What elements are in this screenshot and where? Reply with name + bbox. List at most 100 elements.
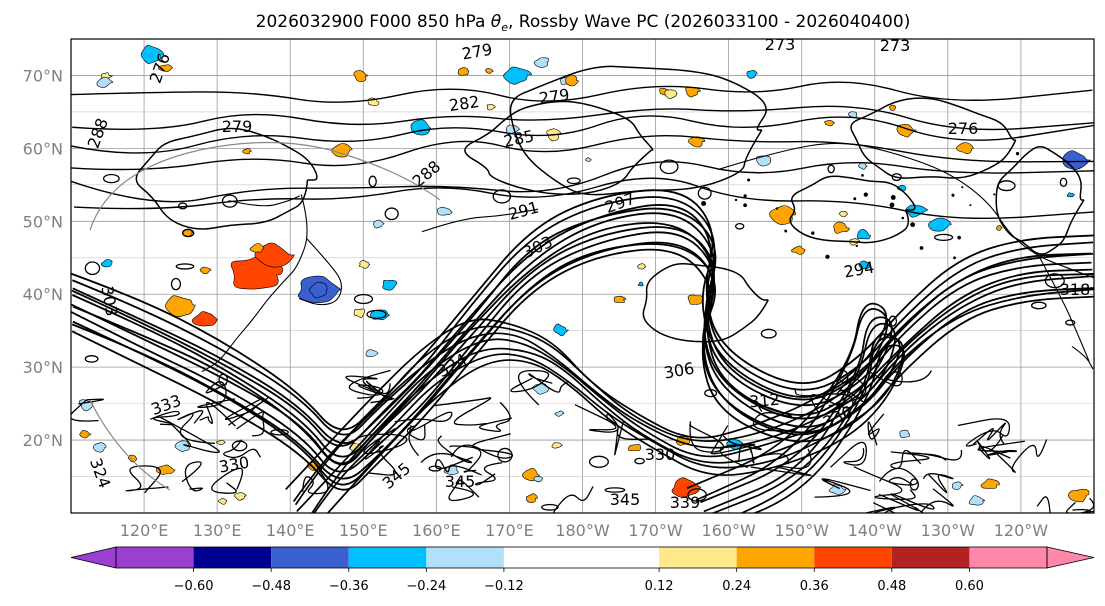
contour-line <box>642 263 769 343</box>
island <box>734 198 738 202</box>
pc-shade-patch <box>838 210 849 218</box>
contour-cell <box>368 175 377 188</box>
island <box>747 178 751 182</box>
contour-label: 345 <box>610 490 641 509</box>
colorbar-tick-label: 0.24 <box>722 579 751 594</box>
colorbar-tick-label: −0.60 <box>174 579 214 594</box>
coastline <box>228 195 301 207</box>
pc-shade-patch <box>525 493 538 503</box>
pc-shade-patch <box>533 476 544 483</box>
island <box>919 246 924 250</box>
island <box>969 204 972 207</box>
contour-cell <box>704 389 718 398</box>
pc-shade-patch <box>664 89 678 99</box>
contour-line <box>71 226 1094 465</box>
pc-shade-patch <box>353 70 369 82</box>
latitude-label: 20°N <box>23 431 63 450</box>
pc-shade-patch <box>382 279 398 291</box>
pc-shade-patch <box>79 430 92 439</box>
colorbar <box>70 546 1095 569</box>
colorbar-bin <box>969 547 1047 568</box>
colorbar-frame <box>115 546 1048 569</box>
contour-cell <box>170 277 182 291</box>
contour-line <box>904 449 963 461</box>
contour-cell <box>891 173 902 182</box>
longitude-label: 150°E <box>339 521 388 540</box>
contour-cell <box>1065 319 1076 326</box>
island <box>910 222 916 228</box>
contour-line <box>995 146 1085 255</box>
contour-line <box>225 397 269 426</box>
pc-shade-patch <box>533 57 550 68</box>
coastline <box>421 208 539 233</box>
pc-shade-patch <box>627 444 642 451</box>
pc-shade-patch <box>191 311 218 327</box>
pc-shade-patch <box>928 217 952 232</box>
island <box>863 192 868 197</box>
contour-line <box>365 380 394 404</box>
contour-line <box>464 100 654 195</box>
pc-shade-patch <box>905 204 929 218</box>
island <box>701 201 707 206</box>
contour-line <box>830 441 867 468</box>
pc-shade-patch <box>242 148 252 155</box>
contour-line <box>509 65 767 196</box>
boundary-arc <box>89 141 441 231</box>
pc-shade-patch <box>249 243 265 253</box>
colorbar-tick-label: −0.36 <box>329 579 369 594</box>
contour-line <box>71 161 1094 203</box>
contour-line <box>922 473 954 494</box>
latitude-label: 30°N <box>23 358 63 377</box>
island <box>957 235 961 240</box>
pc-shade-patch <box>485 68 494 74</box>
coastline <box>717 142 1094 279</box>
contour-line <box>181 461 204 492</box>
chart-title: 2026032900 F000 850 hPa θe, Rossby Wave … <box>256 12 911 34</box>
pc-shade-patch <box>637 281 644 287</box>
contour-label: 339 <box>670 493 701 512</box>
pc-shade-patch <box>858 260 872 270</box>
island <box>775 207 779 210</box>
island <box>953 256 956 260</box>
longitude-label: 130°E <box>193 521 242 540</box>
contour-line <box>475 462 503 486</box>
latitude-label: 70°N <box>23 66 63 85</box>
contour-line <box>72 243 1094 486</box>
contour-line <box>972 422 1006 445</box>
colorbar-bin <box>891 547 970 568</box>
pc-shade-patch <box>140 45 165 64</box>
contour-line <box>479 401 512 432</box>
contour-line <box>789 175 916 244</box>
pc-shade-patch <box>436 207 453 216</box>
pc-shade-patch <box>551 442 564 449</box>
island <box>784 229 788 233</box>
contour-line <box>285 302 888 490</box>
pc-shade-patch <box>358 260 371 269</box>
longitude-label: 140°E <box>266 521 315 540</box>
pc-shade-patch <box>234 492 247 501</box>
colorbar-bin <box>814 547 892 568</box>
pc-shade-patch <box>486 104 496 111</box>
contour-line <box>510 369 550 406</box>
contour-line <box>394 411 453 432</box>
contour-cell <box>827 164 835 174</box>
contour-line <box>719 443 762 469</box>
longitude-label: 170°E <box>485 521 534 540</box>
contour-cell <box>84 261 101 276</box>
contour-line <box>420 435 473 464</box>
contour-line <box>364 440 396 476</box>
island <box>890 195 896 200</box>
contour-line <box>1066 501 1094 513</box>
contour-cell <box>997 180 1016 192</box>
island <box>951 193 955 197</box>
colorbar-bin <box>271 547 349 568</box>
contour-cell <box>177 202 188 210</box>
contour-line <box>814 478 871 498</box>
contour-line <box>326 344 905 513</box>
contour-line <box>750 448 812 477</box>
pc-shade-patch <box>952 481 964 491</box>
island <box>861 174 864 177</box>
pc-shade-patch <box>956 142 974 155</box>
contour-line <box>528 373 570 393</box>
pc-shade-patch <box>613 295 627 303</box>
